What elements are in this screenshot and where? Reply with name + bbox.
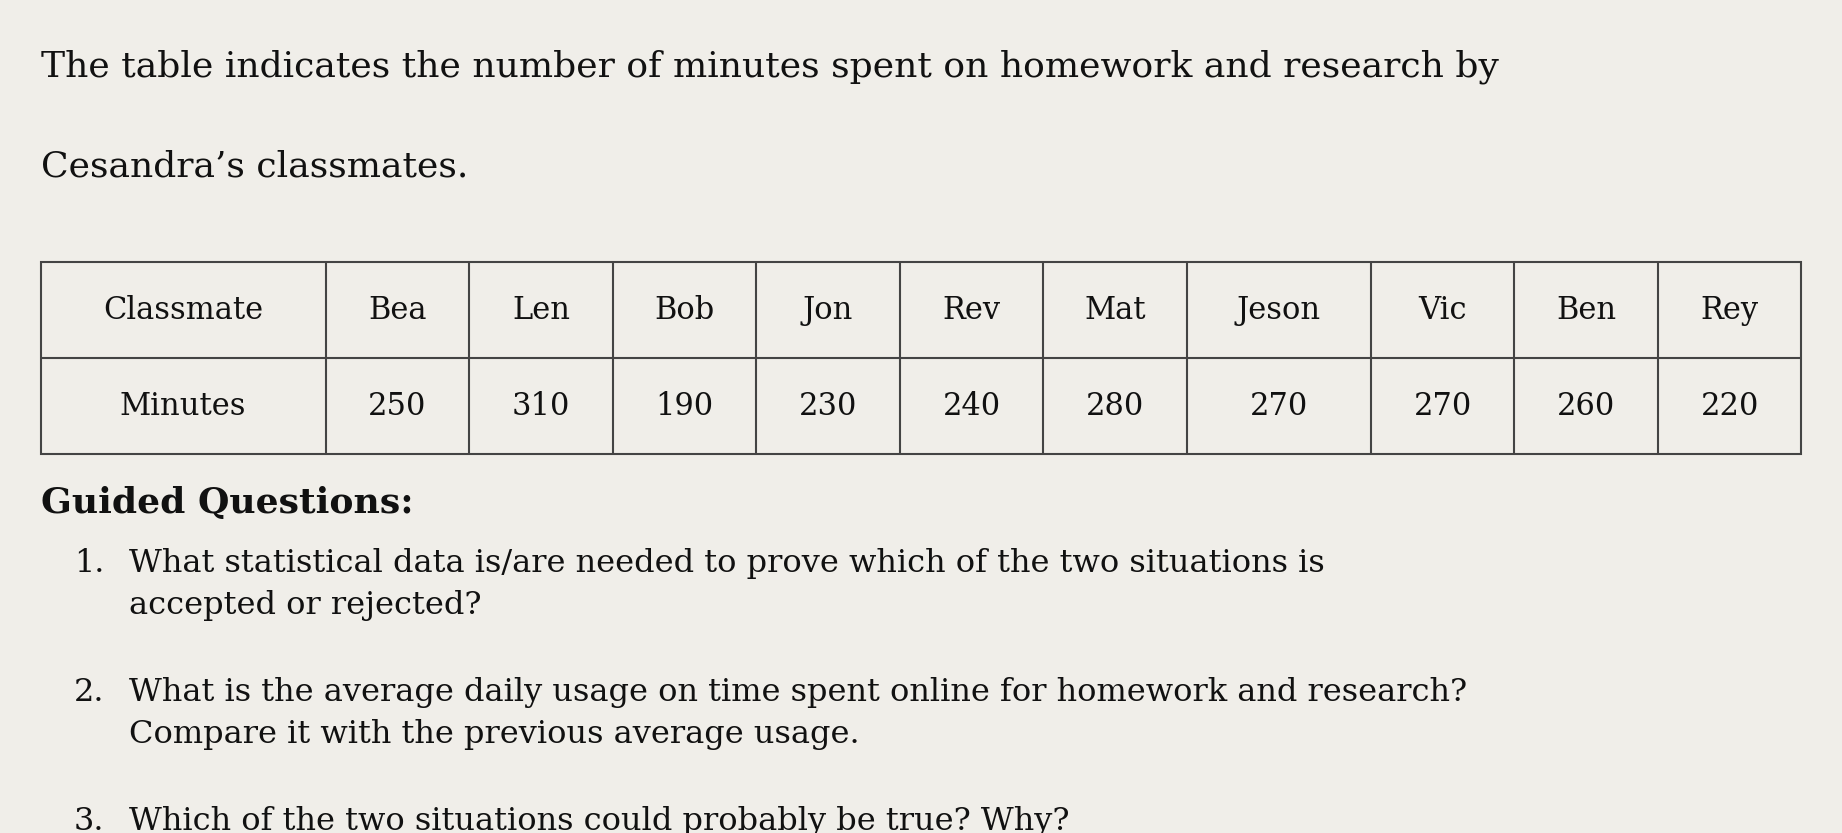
Text: 190: 190 — [656, 391, 713, 421]
Text: 2.: 2. — [74, 677, 105, 708]
Text: The table indicates the number of minutes spent on homework and research by: The table indicates the number of minute… — [41, 50, 1498, 84]
Text: 260: 260 — [1556, 391, 1615, 421]
Text: 250: 250 — [368, 391, 427, 421]
Text: Rey: Rey — [1700, 295, 1759, 326]
Text: Minutes: Minutes — [120, 391, 247, 421]
Text: Vic: Vic — [1418, 295, 1466, 326]
Text: Jeson: Jeson — [1236, 295, 1321, 326]
Text: 1.: 1. — [74, 548, 103, 579]
Text: Rev: Rev — [943, 295, 1000, 326]
Text: Bea: Bea — [368, 295, 427, 326]
Text: 270: 270 — [1413, 391, 1472, 421]
Text: Mat: Mat — [1085, 295, 1146, 326]
Text: 230: 230 — [799, 391, 857, 421]
Text: 240: 240 — [943, 391, 1000, 421]
Text: Guided Questions:: Guided Questions: — [41, 486, 413, 520]
Text: Cesandra’s classmates.: Cesandra’s classmates. — [41, 150, 468, 184]
Text: Which of the two situations could probably be true? Why?: Which of the two situations could probab… — [129, 806, 1070, 833]
Text: 220: 220 — [1700, 391, 1759, 421]
Text: What is the average daily usage on time spent online for homework and research?
: What is the average daily usage on time … — [129, 677, 1466, 750]
Text: Ben: Ben — [1556, 295, 1615, 326]
Text: 280: 280 — [1087, 391, 1144, 421]
Text: 310: 310 — [512, 391, 571, 421]
Text: Jon: Jon — [803, 295, 853, 326]
Text: 270: 270 — [1249, 391, 1308, 421]
Text: Len: Len — [512, 295, 569, 326]
Text: What statistical data is/are needed to prove which of the two situations is
acce: What statistical data is/are needed to p… — [129, 548, 1324, 621]
Text: Bob: Bob — [654, 295, 715, 326]
Text: Classmate: Classmate — [103, 295, 263, 326]
Text: 3.: 3. — [74, 806, 105, 833]
